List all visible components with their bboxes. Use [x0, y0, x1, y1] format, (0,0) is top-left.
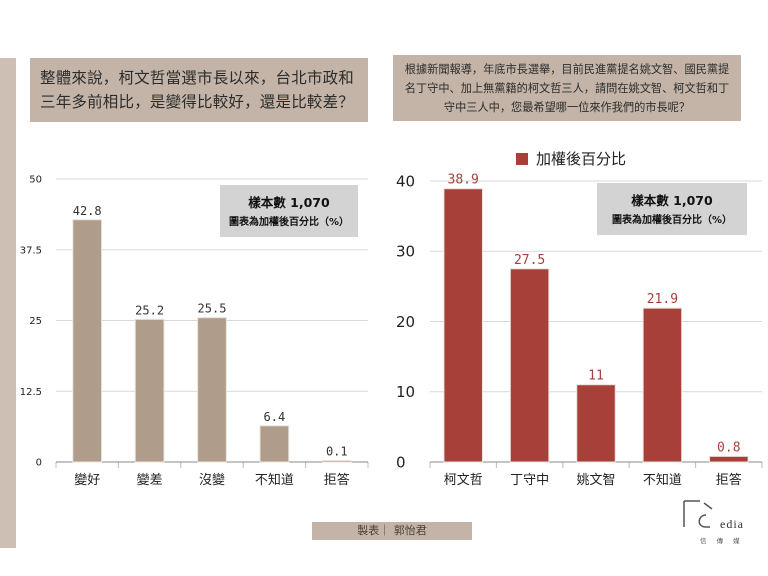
media-logo: edia 信 傳 媒: [683, 500, 744, 545]
question-left-text: 整體來說，柯文哲當選市長以來，台北市政和三年多前相比，是變得比較好，還是比較差？: [40, 69, 355, 111]
logo-word: edia: [720, 517, 744, 531]
bar: [197, 317, 227, 463]
data-label: 21.9: [647, 292, 678, 307]
y-tick-label: 12.5: [20, 387, 42, 398]
category-label: 變好: [74, 472, 100, 488]
data-label: 6.4: [264, 410, 286, 424]
category-label: 不知道: [643, 472, 682, 488]
y-tick-label: 10: [396, 383, 415, 401]
note-title: 樣本數 1,070: [631, 193, 713, 208]
data-label: 25.2: [135, 303, 164, 317]
y-tick-label: 0: [36, 458, 42, 469]
y-tick-label: 37.5: [20, 245, 42, 256]
question-right-text: 根據新聞報導，年底市長選舉，目前民進黨提名姚文智、國民黨提名丁守中、加上無黨籍的…: [404, 62, 730, 114]
y-tick-label: 40: [396, 172, 415, 190]
data-label: 27.5: [514, 253, 545, 268]
bar: [642, 307, 683, 463]
note-subtitle: 圖表為加權後百分比（%）: [229, 215, 349, 228]
note-box: [220, 185, 358, 237]
category-label: 變差: [137, 472, 163, 488]
note-subtitle: 圖表為加權後百分比（%）: [612, 213, 732, 226]
category-label: 柯文哲: [444, 473, 483, 488]
bar: [134, 318, 165, 463]
left-edge-bar: [0, 58, 16, 548]
chart-left: 0 12.5 25 37.5 50 42.8 變好 25.2 變差 25.5 沒變 6.4 不知道 0.1…: [20, 175, 369, 488]
bar: [321, 460, 352, 463]
y-tick-label: 50: [29, 175, 42, 186]
note-title: 樣本數 1,070: [248, 195, 330, 210]
data-label: 0.1: [326, 445, 348, 459]
y-tick-label: 30: [396, 243, 415, 261]
category-label: 拒答: [324, 472, 350, 488]
question-right: 根據新聞報導，年底市長選舉，目前民進黨提名姚文智、國民黨提名丁守中、加上無黨籍的…: [393, 55, 741, 121]
bar: [709, 455, 749, 463]
chart-right: 0 10 20 30 40 38.9 柯文哲 27.5 丁守中 11 姚文智 21.9 不知道 0.8 拒答…: [396, 150, 763, 488]
y-tick-label: 0: [396, 453, 406, 471]
category-label: 拒答: [716, 472, 742, 488]
credit-box: 製表｜ 郭怡君: [312, 522, 472, 540]
bar: [72, 219, 103, 463]
data-label: 0.8: [717, 440, 740, 455]
bar: [443, 188, 483, 463]
bar: [259, 425, 290, 463]
legend-label: 加權後百分比: [536, 150, 626, 168]
data-label: 11: [588, 369, 604, 384]
category-label: 不知道: [255, 472, 294, 488]
data-label: 42.8: [73, 204, 102, 218]
bar: [509, 268, 550, 463]
logo-sub: 信 傳 媒: [700, 536, 744, 545]
question-left: 整體來說，柯文哲當選市長以來，台北市政和三年多前相比，是變得比較好，還是比較差？: [30, 58, 368, 122]
category-label: 姚文智: [576, 473, 615, 488]
data-label: 38.9: [448, 173, 479, 188]
category-label: 丁守中: [510, 473, 549, 488]
y-tick-label: 25: [29, 316, 42, 327]
data-label: 25.5: [198, 302, 227, 316]
credit-text: 製表｜ 郭怡君: [357, 524, 427, 537]
legend-swatch: [516, 153, 528, 165]
y-tick-label: 20: [396, 313, 415, 331]
note-box: [597, 183, 747, 235]
bar: [576, 384, 616, 463]
category-label: 沒變: [199, 472, 225, 488]
